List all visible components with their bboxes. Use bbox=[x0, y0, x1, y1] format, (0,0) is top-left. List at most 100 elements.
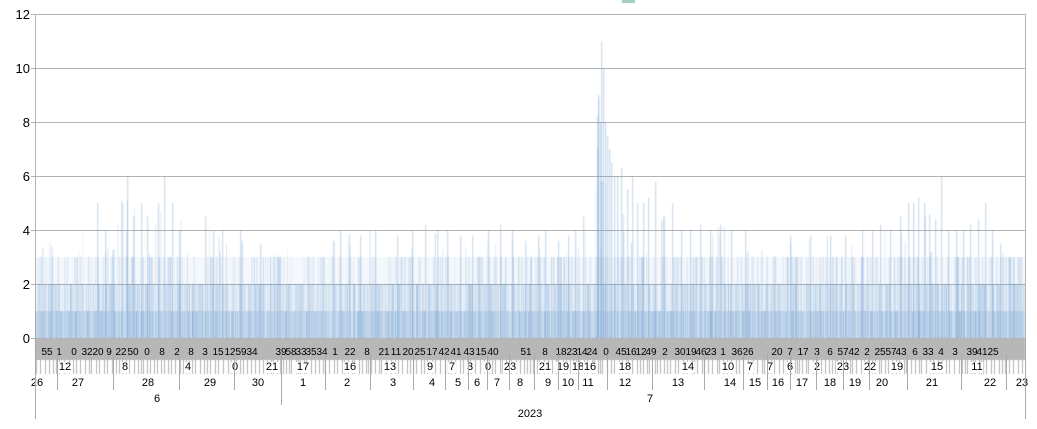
axis-minute-label: 17 bbox=[426, 347, 438, 358]
axis-minute-label: 42 bbox=[438, 347, 450, 358]
axis-day-label: 9 bbox=[544, 377, 552, 389]
axis-hour-label: 7 bbox=[745, 361, 755, 373]
axis-hour-label: 10 bbox=[720, 361, 736, 373]
y-tick-label: 2 bbox=[22, 277, 30, 292]
day-separator bbox=[907, 354, 908, 390]
axis-day-label: 28 bbox=[141, 377, 155, 389]
axis-minute-label: 4 bbox=[938, 347, 944, 358]
axis-day-label: 13 bbox=[671, 377, 685, 389]
day-separator bbox=[509, 354, 510, 390]
axis-minute-label: 23 bbox=[566, 347, 578, 358]
axis-minute-label: 1 bbox=[56, 347, 62, 358]
axis-hour-label: 14 bbox=[680, 361, 696, 373]
axis-minute-label: 12 bbox=[635, 347, 647, 358]
axis-hour-label: 7 bbox=[447, 361, 457, 373]
axis-day-label: 5 bbox=[454, 377, 462, 389]
axis-month-label: 7 bbox=[646, 393, 654, 405]
y-tick-mark bbox=[31, 14, 35, 15]
axis-month-label: 6 bbox=[153, 393, 161, 405]
axis-hour-label: 13 bbox=[382, 361, 398, 373]
axis-hour-label: 3 bbox=[465, 361, 475, 373]
axis-minute-label: 17 bbox=[797, 347, 809, 358]
y-tick-mark bbox=[31, 68, 35, 69]
axis-day-label: 22 bbox=[983, 377, 997, 389]
axis-minute-label: 19 bbox=[685, 347, 697, 358]
axis-minute-label: 15 bbox=[475, 347, 487, 358]
axis-minute-label: 55 bbox=[41, 347, 53, 358]
day-separator bbox=[961, 354, 962, 390]
axis-minute-label: 22 bbox=[115, 347, 127, 358]
axis-hour-label: 16 bbox=[582, 361, 598, 373]
day-separator bbox=[113, 354, 114, 390]
axis-minute-label: 1 bbox=[720, 347, 726, 358]
axis-hour-label: 0 bbox=[483, 361, 493, 373]
y-tick-mark bbox=[31, 230, 35, 231]
axis-minute-label: 41 bbox=[450, 347, 462, 358]
axis-minute-label: 22 bbox=[344, 347, 356, 358]
axis-day-label: 30 bbox=[251, 377, 265, 389]
axis-minute-label: 34 bbox=[316, 347, 328, 358]
day-separator bbox=[607, 354, 608, 390]
axis-minute-label: 34 bbox=[246, 347, 258, 358]
axis-day-label: 11 bbox=[582, 377, 594, 389]
axis-hour-label: 22 bbox=[862, 361, 878, 373]
axis-minute-label: 39 bbox=[966, 347, 978, 358]
axis-hour-label: 12 bbox=[57, 361, 73, 373]
day-separator bbox=[1006, 354, 1007, 390]
axis-minute-label: 8 bbox=[542, 347, 548, 358]
axis-day-label: 1 bbox=[299, 377, 307, 389]
axis-minute-label: 46 bbox=[695, 347, 707, 358]
axis-day-label: 3 bbox=[389, 377, 397, 389]
axis-hour-label: 7 bbox=[765, 361, 775, 373]
axis-minute-label: 2 bbox=[864, 347, 870, 358]
axis-outer-separator bbox=[1025, 338, 1026, 419]
axis-minute-label: 1 bbox=[332, 347, 338, 358]
day-separator bbox=[57, 354, 58, 390]
axis-hour-label: 0 bbox=[230, 361, 240, 373]
day-separator bbox=[578, 354, 579, 390]
axis-day-label: 23 bbox=[1015, 377, 1029, 389]
axis-minute-label: 43 bbox=[463, 347, 475, 358]
axis-hour-label: 21 bbox=[537, 361, 553, 373]
axis-minute-label: 25 bbox=[987, 347, 999, 358]
day-separator bbox=[468, 354, 469, 390]
axis-minute-label: 35 bbox=[305, 347, 317, 358]
axis-outer-separator bbox=[35, 338, 36, 419]
axis-minute-label: 51 bbox=[520, 347, 532, 358]
axis-minute-label: 0 bbox=[71, 347, 77, 358]
axis-minute-label: 8 bbox=[159, 347, 165, 358]
axis-minute-label: 9 bbox=[106, 347, 112, 358]
axis-minute-label: 8 bbox=[188, 347, 194, 358]
axis-minute-label: 6 bbox=[827, 347, 833, 358]
y-tick-label: 12 bbox=[15, 7, 30, 22]
axis-day-label: 2 bbox=[343, 377, 351, 389]
axis-minute-label: 39 bbox=[275, 347, 287, 358]
axis-minute-label: 26 bbox=[742, 347, 754, 358]
axis-hour-label: 11 bbox=[970, 361, 984, 373]
day-separator bbox=[743, 354, 744, 390]
axis-hour-label: 23 bbox=[502, 361, 518, 373]
axis-minute-label: 24 bbox=[586, 347, 598, 358]
axis-day-label: 10 bbox=[561, 377, 575, 389]
axis-hour-label: 8 bbox=[120, 361, 130, 373]
axis-hour-label: 17 bbox=[295, 361, 311, 373]
axis-minute-label: 43 bbox=[895, 347, 907, 358]
day-separator bbox=[234, 354, 235, 390]
axis-hour-label: 19 bbox=[889, 361, 905, 373]
axis-minute-label: 20 bbox=[771, 347, 783, 358]
axis-minute-label: 33 bbox=[922, 347, 934, 358]
y-tick-mark bbox=[31, 122, 35, 123]
day-separator bbox=[325, 354, 326, 390]
axis-day-label: 7 bbox=[493, 377, 501, 389]
axis-hour-label: 19 bbox=[555, 361, 571, 373]
axis-minute-label: 2 bbox=[662, 347, 668, 358]
y-tick-mark bbox=[31, 176, 35, 177]
axis-hour-label: 21 bbox=[264, 361, 280, 373]
axis-hour-label: 15 bbox=[929, 361, 945, 373]
day-separator bbox=[790, 354, 791, 390]
axis-day-label: 27 bbox=[71, 377, 85, 389]
axis-minute-label: 6 bbox=[912, 347, 918, 358]
axis-minute-label: 41 bbox=[976, 347, 988, 358]
axis-minute-label: 42 bbox=[848, 347, 860, 358]
y-tick-label: 6 bbox=[22, 169, 30, 184]
